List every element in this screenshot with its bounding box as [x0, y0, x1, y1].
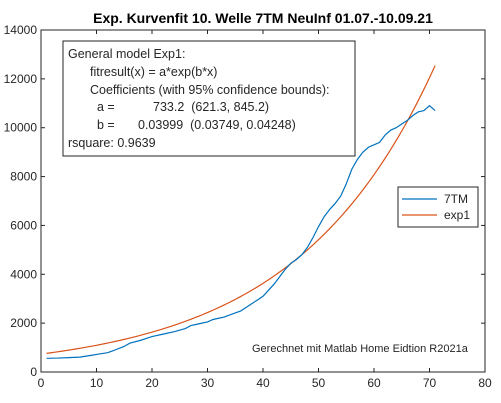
legend-label-7tm: 7TM	[444, 192, 468, 206]
series-7tm-line	[46, 104, 436, 359]
x-axis-ticks: 0 10 20 30 40 50 60 70 80	[38, 30, 492, 390]
y-tick-label: 14000	[4, 23, 38, 37]
x-tick-label: 70	[423, 376, 437, 390]
y-tick-label: 4000	[10, 267, 37, 281]
y-tick-label: 10000	[4, 121, 38, 135]
legend: 7TM exp1	[397, 186, 479, 228]
legend-border	[397, 186, 479, 228]
series-exp1-line	[46, 65, 436, 354]
annotation-coef-b-label: b =	[97, 118, 115, 132]
annotation-line-coefficients: Coefficients (with 95% confidence bounds…	[90, 83, 330, 97]
annotation-border	[62, 40, 356, 157]
x-tick-label: 0	[38, 376, 45, 390]
y-tick-label: 2000	[10, 316, 37, 330]
x-tick-label: 50	[312, 376, 326, 390]
chart-title: Exp. Kurvenfit 10. Welle 7TM NeuInf 01.0…	[93, 10, 433, 26]
y-tick-label: 0	[30, 365, 37, 379]
annotation-line-formula: fitresult(x) = a*exp(b*x)	[90, 65, 217, 79]
y-tick-label: 12000	[4, 72, 38, 86]
x-tick-label: 10	[90, 376, 104, 390]
x-tick-label: 60	[367, 376, 381, 390]
annotation-coef-b-value: 0.03999 (0.03749, 0.04248)	[138, 118, 296, 132]
x-tick-label: 80	[478, 376, 492, 390]
annotation-coef-a-value: 733.2 (621.3, 845.2)	[153, 100, 269, 114]
annotation-line-model: General model Exp1:	[68, 47, 185, 61]
series-layer	[46, 65, 436, 359]
footnote: Gerechnet mit Matlab Home Eidtion R2021a	[252, 343, 469, 355]
legend-label-exp1: exp1	[444, 208, 470, 222]
annotation-line-rsquare: rsquare: 0.9639	[68, 136, 156, 150]
y-axis-ticks: 0 2000 4000 6000 8000 10000 12000 14000	[4, 23, 485, 379]
fit-annotation-box: General model Exp1: fitresult(x) = a*exp…	[62, 40, 356, 157]
x-tick-label: 30	[201, 376, 215, 390]
y-tick-label: 6000	[10, 218, 37, 232]
x-tick-label: 40	[256, 376, 270, 390]
y-tick-label: 8000	[10, 170, 37, 184]
x-tick-label: 20	[145, 376, 159, 390]
annotation-coef-a-label: a =	[97, 100, 115, 114]
